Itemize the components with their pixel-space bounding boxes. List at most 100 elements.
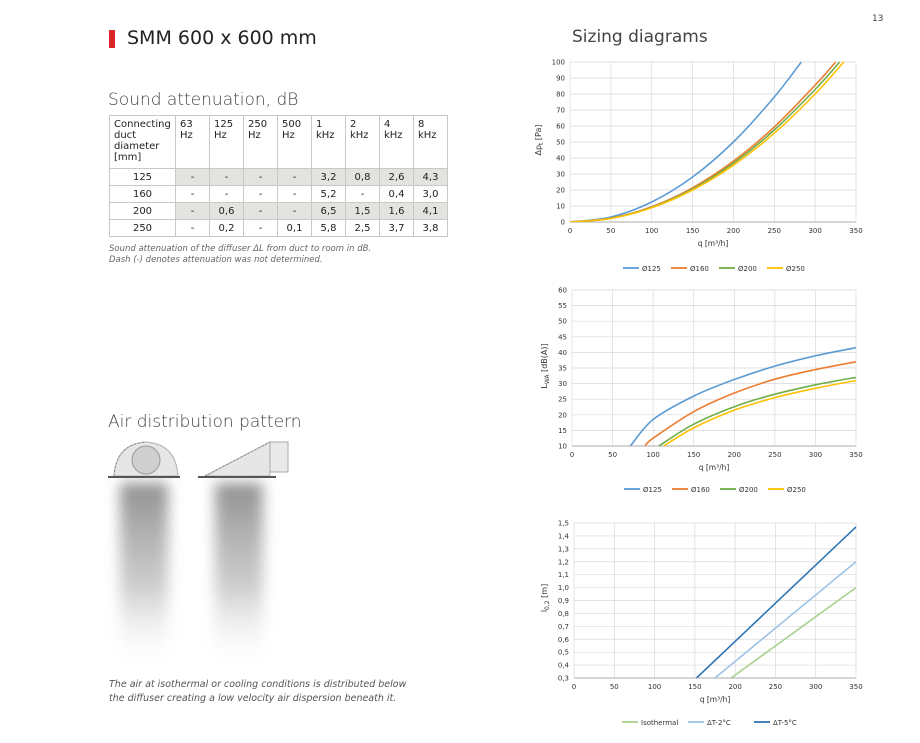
x-tick-label: 150 (687, 451, 700, 459)
x-tick-label: 300 (808, 227, 821, 235)
x-tick-label: 250 (769, 683, 782, 691)
y-tick-label: 35 (558, 365, 567, 373)
x-tick-label: 300 (809, 683, 822, 691)
y-tick-label: 40 (556, 155, 565, 163)
x-tick-label: 150 (686, 227, 699, 235)
table-cell: 5,8 (311, 219, 346, 237)
table-cell: 250 (109, 219, 176, 237)
header-4khz: 4 kHz (379, 115, 414, 169)
table-cell: - (209, 168, 244, 186)
table-note-line-1: Sound attenuation of the diffuser ΔL fro… (109, 244, 372, 254)
table-cell: 2,5 (345, 219, 380, 237)
diffuser-side-view (198, 441, 289, 478)
air-distribution-illustration (108, 441, 289, 673)
y-tick-label: 0,6 (558, 636, 570, 644)
y-tick-label: 60 (556, 123, 565, 131)
x-tick-label: 200 (727, 227, 740, 235)
table-row: 200 - 0,6 - - 6,5 1,5 1,6 4,1 (109, 202, 448, 220)
x-tick-label: 150 (688, 683, 701, 691)
table-cell: 1,5 (345, 202, 380, 220)
y-tick-label: 80 (556, 91, 565, 99)
y-tick-label: 60 (558, 287, 567, 295)
y-tick-label: 50 (558, 318, 567, 326)
x-axis-label: q [m³/h] (700, 695, 731, 704)
table-cell: - (175, 219, 210, 237)
header-63hz: 63 Hz (175, 115, 210, 169)
legend-label: Ø125 (643, 486, 662, 494)
legend-label: Ø125 (642, 265, 661, 273)
table-cell: 6,5 (311, 202, 346, 220)
y-tick-label: 0,9 (558, 597, 569, 605)
table-cell: - (175, 202, 210, 220)
x-tick-label: 350 (849, 451, 862, 459)
legend-label: Ø160 (690, 265, 709, 273)
table-cell: - (345, 185, 380, 203)
x-tick-label: 100 (646, 451, 659, 459)
y-tick-label: 20 (556, 187, 565, 195)
y-tick-label: 1,4 (558, 532, 570, 540)
table-row: 160 - - - - 5,2 - 0,4 3,0 (109, 185, 448, 203)
table-cell: - (277, 202, 312, 220)
series-line (644, 361, 857, 446)
y-tick-label: 30 (558, 380, 567, 388)
legend-label: Isothermal (641, 719, 678, 727)
x-tick-label: 250 (768, 451, 781, 459)
sound-section-title: Sound attenuation, dB (108, 90, 299, 110)
x-tick-label: 200 (728, 451, 741, 459)
table-cell: 0,1 (277, 219, 312, 237)
x-tick-label: 50 (606, 227, 615, 235)
series-line (730, 586, 857, 678)
y-tick-label: 0,3 (558, 675, 569, 683)
pressure-chart: Δpt [Pa] 0 10 20 30 40 50 60 70 80 90 100 0 50 100 150… (534, 59, 863, 274)
header-500hz: 500 Hz (277, 115, 312, 169)
x-tick-label: 100 (645, 227, 658, 235)
x-tick-label: 200 (728, 683, 741, 691)
sound-attenuation-table: Connecting duct diameter [mm] 63 Hz 125 … (109, 115, 448, 237)
sizing-section-title: Sizing diagrams (572, 27, 708, 47)
table-cell: 125 (109, 168, 176, 186)
x-tick-label: 50 (608, 451, 617, 459)
x-tick-label: 100 (648, 683, 661, 691)
table-cell: - (277, 168, 312, 186)
y-tick-label: 25 (558, 396, 567, 404)
x-axis-label: q [m³/h] (698, 239, 729, 248)
table-note: Sound attenuation of the diffuser ΔL fro… (109, 244, 371, 266)
y-tick-label: 10 (558, 443, 567, 451)
air-section-title: Air distribution pattern (108, 412, 302, 432)
x-axis-label: q [m³/h] (699, 463, 730, 472)
table-cell: 0,6 (209, 202, 244, 220)
table-cell: - (175, 168, 210, 186)
table-cell: - (209, 185, 244, 203)
legend-label: Ø250 (786, 265, 805, 273)
y-tick-label: 1,0 (558, 584, 569, 592)
series-line (629, 346, 857, 446)
y-axis-label: l0,2 [m] (540, 584, 551, 612)
y-tick-label: 1,2 (558, 558, 569, 566)
legend-label: Ø250 (787, 486, 806, 494)
y-tick-label: 0,7 (558, 623, 569, 631)
table-cell: 0,4 (379, 185, 414, 203)
air-distribution-caption: The air at isothermal or cooling conditi… (109, 678, 429, 706)
legend-label: Ø200 (738, 265, 757, 273)
x-tick-label: 350 (849, 227, 862, 235)
air-plume-side (215, 483, 263, 673)
series-line (570, 61, 845, 222)
y-axis-label: Δpt [Pa] (534, 124, 545, 155)
y-tick-label: 20 (558, 411, 567, 419)
throw-chart: l0,2 [m] 0,3 0,4 0,5 0,6 0,7 0,8 0,9 1,0 1,1 1,2 1… (540, 520, 863, 728)
header-2khz: 2 kHz (345, 115, 380, 169)
series-line (663, 379, 857, 446)
y-tick-label: 50 (556, 139, 565, 147)
table-cell: 3,2 (311, 168, 346, 186)
series-line (658, 376, 857, 446)
x-tick-label: 0 (568, 227, 572, 235)
y-tick-label: 40 (558, 349, 567, 357)
x-tick-label: 300 (809, 451, 822, 459)
table-cell: - (277, 185, 312, 203)
table-cell: 3,7 (379, 219, 414, 237)
table-row: 125 - - - - 3,2 0,8 2,6 4,3 (109, 168, 448, 186)
table-cell: 0,8 (345, 168, 380, 186)
table-cell: - (243, 219, 278, 237)
table-cell: 4,3 (413, 168, 448, 186)
y-tick-label: 0,5 (558, 649, 569, 657)
